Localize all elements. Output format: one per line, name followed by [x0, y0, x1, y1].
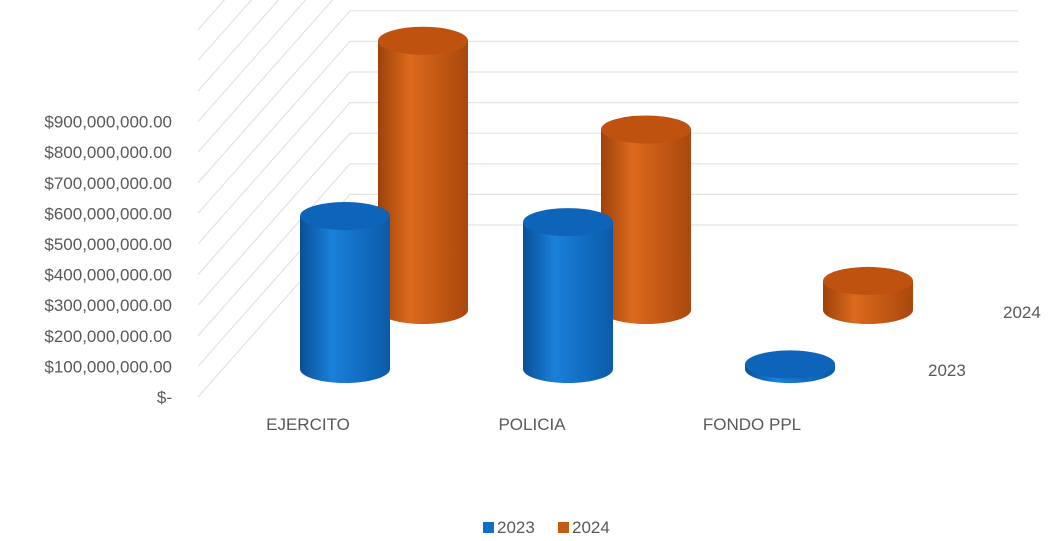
bar-2024-policia-top — [601, 115, 691, 144]
gridline — [197, 40, 1018, 214]
legend: 2023 2024 — [483, 518, 610, 537]
bar-2024-ejercito — [378, 26, 468, 324]
bar-2024-fondo-ppl — [823, 266, 913, 324]
legend-swatch — [558, 522, 569, 533]
bar-2024-ejercito-body — [378, 40, 468, 324]
bar-2023-ejercito-top — [300, 202, 390, 230]
gridline — [197, 0, 253, 61]
gridline — [197, 193, 1018, 367]
y-tick-label: $200,000,000.00 — [44, 327, 172, 346]
bar-2023-policia-body — [523, 222, 613, 383]
bar-2023-policia-top — [523, 208, 613, 237]
bar-2024-policia — [601, 115, 691, 324]
gridline — [197, 0, 307, 122]
bar-2023-ejercito-body — [300, 216, 390, 383]
gridline — [197, 132, 1018, 306]
gridline — [197, 0, 334, 153]
gridline — [197, 0, 226, 31]
y-axis-ticks: $- $100,000,000.00 $200,000,000.00 $300,000… — [44, 113, 172, 407]
bar-2024-policia-body — [601, 129, 691, 324]
gridlines — [197, 0, 1018, 398]
gridline — [197, 10, 1018, 184]
y-tick-label: $800,000,000.00 — [44, 143, 172, 162]
gridline — [197, 101, 1018, 275]
gridline — [197, 163, 1018, 337]
depth-label: 2023 — [928, 361, 966, 380]
bar-2023-policia — [523, 208, 613, 383]
y-tick-label: $900,000,000.00 — [44, 113, 172, 132]
bar-2024-ejercito-top — [378, 26, 468, 55]
y-tick-label: $300,000,000.00 — [44, 296, 172, 315]
category-label: FONDO PPL — [703, 415, 801, 434]
depth-label: 2024 — [1003, 303, 1041, 322]
legend-label: 2024 — [572, 518, 610, 537]
series-2023-bars — [300, 202, 835, 383]
legend-label: 2023 — [497, 518, 535, 537]
gridline — [197, 71, 1018, 245]
bar-2024-fondo-ppl-top — [823, 266, 913, 295]
depth-axis-labels: 2023 2024 — [928, 303, 1041, 380]
y-tick-label: $100,000,000.00 — [44, 357, 172, 376]
y-tick-label: $700,000,000.00 — [44, 174, 172, 193]
category-label: POLICIA — [498, 415, 566, 434]
gridline — [197, 0, 280, 92]
category-label: EJERCITO — [266, 415, 350, 434]
y-tick-label: $500,000,000.00 — [44, 235, 172, 254]
y-tick-label: $400,000,000.00 — [44, 266, 172, 285]
y-tick-label: $600,000,000.00 — [44, 204, 172, 223]
legend-swatch — [483, 522, 494, 533]
category-labels: EJERCITO POLICIA FONDO PPL — [266, 415, 801, 434]
y-tick-label: $- — [157, 388, 172, 407]
bar-2023-fondo-ppl-top — [745, 350, 835, 379]
series-2024-bars — [378, 26, 913, 324]
bar-2023-ejercito — [300, 202, 390, 383]
bar-2023-fondo-ppl — [745, 350, 835, 383]
